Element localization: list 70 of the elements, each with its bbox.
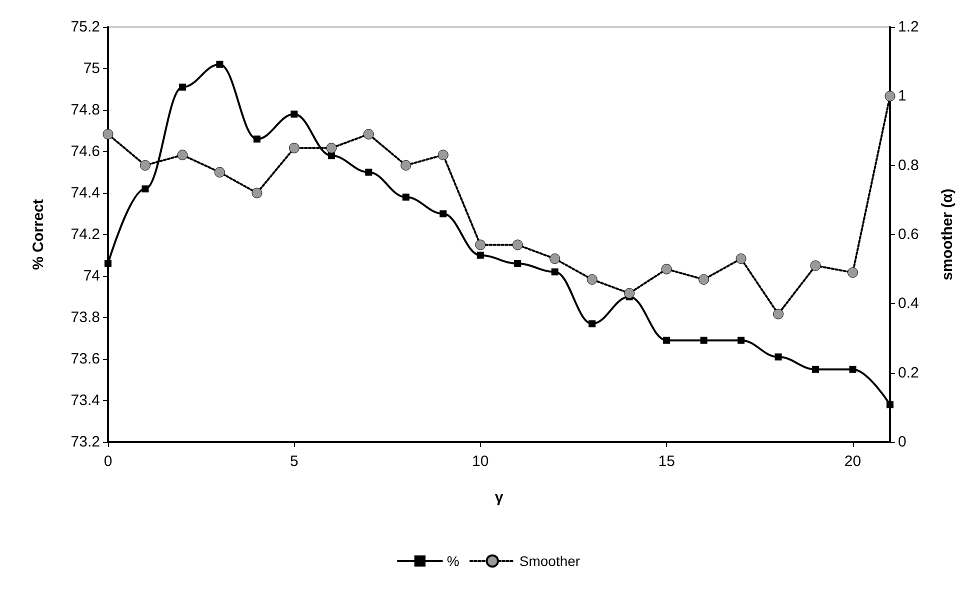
y2-tick-label: 0.2: [898, 364, 919, 382]
legend-label: %: [446, 553, 460, 569]
y2-axis-title: smoother (α): [939, 188, 956, 280]
point: [363, 128, 374, 140]
point: [290, 110, 298, 118]
point: [102, 128, 114, 140]
point: [810, 260, 821, 271]
point: [700, 336, 708, 344]
point: [140, 160, 150, 171]
point: [288, 142, 300, 154]
point: [698, 274, 710, 285]
y2-tick-label: 0.8: [898, 156, 919, 174]
y2-tick-label: 0: [898, 434, 906, 450]
point: [661, 264, 672, 274]
point: [402, 194, 410, 201]
point: [475, 240, 486, 250]
point: [438, 150, 448, 160]
y-tick-label: 73.6: [70, 350, 100, 368]
point: [773, 308, 784, 320]
x-tick-label: 10: [472, 453, 489, 470]
y-tick-label: 73.2: [70, 434, 100, 450]
point: [253, 136, 260, 143]
point: [588, 320, 596, 328]
point: [886, 401, 894, 408]
y-tick-label: 74.6: [70, 143, 100, 160]
point: [142, 185, 149, 192]
point: [550, 253, 560, 264]
point: [812, 366, 820, 373]
point: [663, 336, 670, 344]
x-tick-label: 15: [658, 453, 675, 470]
point: [736, 253, 746, 264]
point: [365, 168, 372, 176]
y-tick-label: 74: [83, 268, 100, 284]
y2-tick-label: 0.4: [898, 295, 919, 312]
x-tick-label: 0: [104, 453, 112, 470]
y-tick-label: 74.8: [70, 102, 100, 118]
point: [738, 336, 745, 344]
y-tick-label: 73.4: [70, 392, 100, 409]
point: [551, 268, 558, 276]
point: [476, 252, 484, 259]
point: [512, 240, 523, 250]
point: [216, 60, 224, 68]
point: [400, 160, 412, 171]
point: [884, 90, 896, 102]
point: [178, 84, 186, 91]
legend-label: Smoother: [519, 553, 580, 569]
point: [440, 210, 447, 218]
point: [177, 150, 188, 160]
x-tick-label: 5: [290, 453, 298, 470]
y2-tick-label: 0.6: [898, 226, 919, 243]
point: [326, 142, 337, 154]
y-tick-label: 73.8: [70, 309, 100, 326]
point: [848, 267, 858, 278]
point: [624, 288, 635, 299]
x-tick-label: 20: [844, 453, 862, 470]
y-tick-label: 74.4: [70, 184, 100, 202]
y-tick-label: 74.2: [70, 226, 100, 243]
point: [514, 260, 522, 268]
y-tick-label: 75.2: [70, 18, 100, 36]
y2-tick-label: 1: [898, 88, 906, 105]
point: [252, 188, 262, 198]
y-axis-title: % Correct: [30, 199, 47, 270]
y-tick-label: 75: [83, 60, 100, 77]
point: [214, 167, 225, 178]
y2-tick-label: 1.2: [898, 18, 919, 36]
point: [774, 353, 782, 360]
x-axis-title: γ: [494, 489, 504, 506]
point: [104, 260, 112, 268]
point: [586, 274, 598, 285]
point: [849, 366, 856, 373]
